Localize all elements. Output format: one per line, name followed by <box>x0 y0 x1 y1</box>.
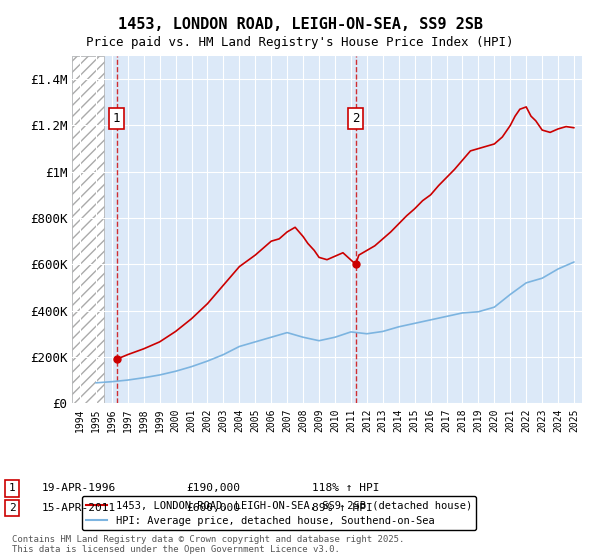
Text: Price paid vs. HM Land Registry's House Price Index (HPI): Price paid vs. HM Land Registry's House … <box>86 36 514 49</box>
Text: £600,000: £600,000 <box>186 503 240 513</box>
Text: Contains HM Land Registry data © Crown copyright and database right 2025.
This d: Contains HM Land Registry data © Crown c… <box>12 535 404 554</box>
Text: 15-APR-2011: 15-APR-2011 <box>42 503 116 513</box>
Text: 118% ↑ HPI: 118% ↑ HPI <box>312 483 380 493</box>
Text: 1: 1 <box>113 112 121 125</box>
Legend: 1453, LONDON ROAD, LEIGH-ON-SEA, SS9 2SB (detached house), HPI: Average price, d: 1453, LONDON ROAD, LEIGH-ON-SEA, SS9 2SB… <box>82 496 476 530</box>
Text: £190,000: £190,000 <box>186 483 240 493</box>
Text: 89% ↑ HPI: 89% ↑ HPI <box>312 503 373 513</box>
Text: 19-APR-1996: 19-APR-1996 <box>42 483 116 493</box>
Bar <box>72 56 104 403</box>
Text: 2: 2 <box>352 112 359 125</box>
Text: 2: 2 <box>8 503 16 513</box>
Text: 1: 1 <box>8 483 16 493</box>
Text: 1453, LONDON ROAD, LEIGH-ON-SEA, SS9 2SB: 1453, LONDON ROAD, LEIGH-ON-SEA, SS9 2SB <box>118 17 482 32</box>
